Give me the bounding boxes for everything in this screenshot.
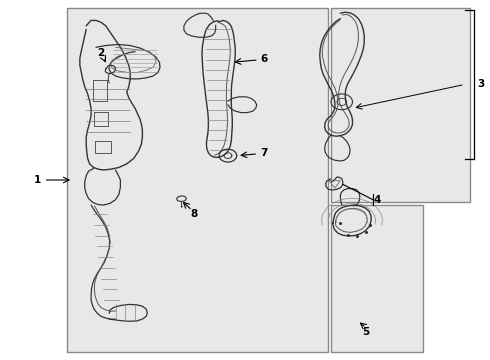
Text: 3: 3 [477, 80, 485, 89]
Text: 6: 6 [260, 54, 267, 64]
Text: 1: 1 [34, 175, 41, 185]
Text: 8: 8 [190, 209, 197, 219]
Text: 7: 7 [260, 148, 267, 158]
Text: 2: 2 [97, 48, 104, 58]
Text: 5: 5 [363, 327, 370, 337]
Text: 4: 4 [373, 195, 381, 205]
Bar [67, 8, 328, 352]
Bar [331, 8, 470, 202]
Bar [331, 205, 423, 352]
